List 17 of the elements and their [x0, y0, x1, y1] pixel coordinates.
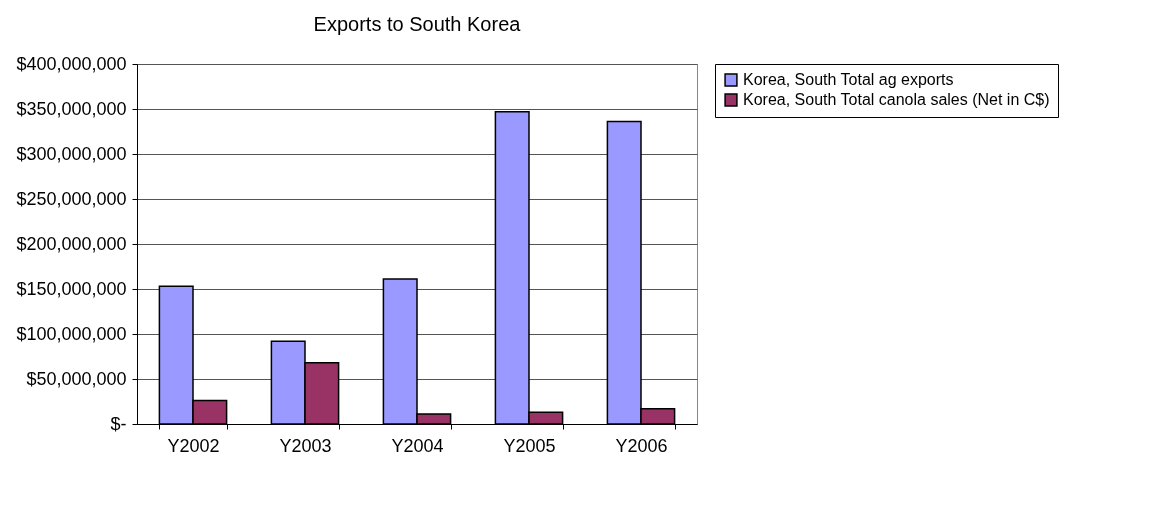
chart-title: Exports to South Korea: [313, 13, 522, 35]
y-tick-label: $-: [110, 413, 127, 434]
y-tick-label: $50,000,000: [26, 368, 127, 389]
x-tick-label: Y2004: [391, 435, 444, 456]
x-tick-label: Y2002: [167, 435, 220, 456]
x-tick-label: Y2003: [279, 435, 332, 456]
y-tick-label: $150,000,000: [16, 278, 127, 299]
y-tick-label: $400,000,000: [16, 53, 127, 74]
y-tick-label: $300,000,000: [16, 143, 127, 164]
y-tick-label: $350,000,000: [16, 98, 127, 119]
legend-label: Korea, South Total canola sales (Net in C$): [743, 91, 1050, 108]
x-tick-label: Y2005: [503, 435, 556, 456]
x-tick-label: Y2006: [615, 435, 668, 456]
y-tick-label: $100,000,000: [16, 323, 127, 344]
y-tick-label: $250,000,000: [16, 188, 127, 209]
legend-label: Korea, South Total ag exports: [743, 71, 954, 88]
y-tick-label: $200,000,000: [16, 233, 127, 254]
